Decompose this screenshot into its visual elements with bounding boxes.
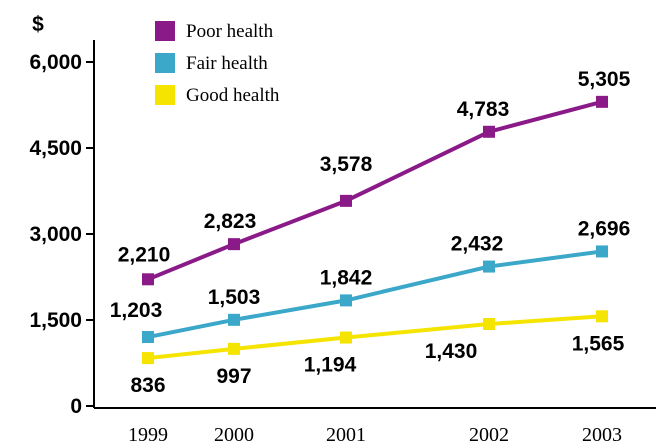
data-point-marker	[596, 245, 608, 258]
legend-label: Good health	[186, 85, 280, 106]
data-point-marker	[142, 273, 154, 286]
legend-label: Poor health	[186, 21, 274, 42]
legend-label: Fair health	[186, 53, 268, 74]
data-point-marker	[142, 352, 154, 365]
data-label: 5,305	[578, 68, 631, 91]
series-fair-health: 1,203 1,503 1,842 2,432 2,696	[110, 217, 631, 344]
data-point-marker	[596, 310, 608, 323]
y-axis-ticks: 0 1,500 3,000 4,500 6,000	[29, 51, 94, 418]
legend: Poor health Fair health Good health	[155, 21, 280, 106]
data-label: 2,210	[118, 243, 171, 266]
y-axis-unit-label: $	[32, 13, 44, 36]
data-label: 1,194	[304, 354, 357, 377]
data-point-marker	[228, 238, 240, 251]
data-point-marker	[483, 260, 495, 273]
data-label: 1,842	[320, 266, 373, 289]
data-point-marker	[142, 331, 154, 344]
x-axis-ticks: 1999 2000 2001 2002 2003	[128, 424, 622, 445]
data-point-marker	[340, 294, 352, 307]
data-point-marker	[228, 342, 240, 355]
legend-swatch	[155, 85, 175, 105]
series-group: 2,210 2,823 3,578 4,783 5,305 1,203 1,503 1,842…	[110, 68, 631, 397]
x-tick-label: 2002	[469, 424, 509, 445]
data-label: 4,783	[457, 98, 510, 121]
data-label: 2,696	[578, 217, 631, 240]
series-good-health: 836 997 1,194 1,430 1,565	[130, 310, 625, 397]
data-label: 1,565	[572, 332, 625, 355]
series-poor-health: 2,210 2,823 3,578 4,783 5,305	[118, 68, 631, 286]
legend-swatch	[155, 53, 175, 73]
data-label: 2,823	[204, 210, 257, 233]
data-label: 3,578	[320, 153, 373, 176]
data-label: 2,432	[451, 233, 504, 256]
data-point-marker	[483, 125, 495, 138]
x-tick-label: 1999	[128, 424, 168, 445]
y-tick-label: 4,500	[29, 137, 82, 160]
y-tick-label: 0	[70, 395, 82, 418]
data-point-marker	[596, 95, 608, 108]
data-point-marker	[483, 318, 495, 331]
x-tick-label: 2000	[214, 424, 254, 445]
legend-swatch	[155, 21, 175, 41]
x-tick-label: 2001	[326, 424, 366, 445]
data-label: 1,503	[208, 286, 261, 309]
series-line	[147, 99, 603, 282]
data-label: 836	[130, 374, 165, 397]
data-label: 1,430	[425, 340, 478, 363]
x-tick-label: 2003	[582, 424, 622, 445]
data-label: 1,203	[110, 299, 163, 322]
data-label: 997	[216, 365, 251, 388]
data-point-marker	[228, 313, 240, 326]
data-point-marker	[340, 194, 352, 207]
y-tick-label: 6,000	[29, 51, 82, 74]
y-tick-label: 3,000	[29, 223, 82, 246]
y-tick-label: 1,500	[29, 309, 82, 332]
data-point-marker	[340, 331, 352, 344]
